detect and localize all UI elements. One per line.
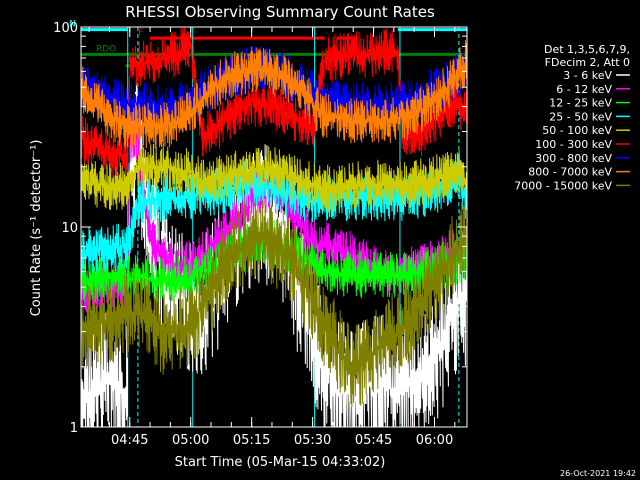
x-tick-label: 05:15: [233, 433, 270, 448]
x-tick-label: 05:30: [294, 433, 331, 448]
legend-entry-label: 800 - 7000 keV: [528, 166, 612, 179]
legend-header-line-2: FDecim 2, Att 0: [545, 56, 630, 69]
legend-entry-label: 12 - 25 keV: [549, 97, 612, 110]
legend-entry-label: 100 - 300 keV: [535, 138, 612, 151]
y-tick-label: 1: [70, 421, 78, 436]
legend-entry-label: 300 - 800 keV: [535, 152, 612, 165]
flag-label: N: [69, 20, 76, 30]
series-trace: [80, 197, 467, 407]
flag-label: F: [138, 28, 143, 38]
x-tick-label: 05:45: [355, 433, 392, 448]
y-axis-label: Count Rate (s⁻¹ detector⁻¹): [29, 140, 44, 317]
plot-timestamp: 26-Oct-2021 19:42: [560, 469, 636, 478]
series-trace: [80, 143, 467, 213]
x-tick-label: 04:45: [111, 433, 148, 448]
y-tick-label: 10: [61, 221, 78, 236]
series-layer: [80, 26, 467, 428]
flag-label: RDO: [96, 44, 116, 54]
legend-header-line-1: Det 1,3,5,6,7,9,: [544, 43, 630, 56]
legend-entry-label: 3 - 6 keV: [563, 69, 612, 82]
legend-entry-label: 50 - 100 keV: [542, 124, 612, 137]
axes: 1 10 100 04:45 05:00 05:15 05:30 05:45 06:00: [53, 21, 467, 448]
x-axis-label: Start Time (05-Mar-15 04:33:02): [175, 455, 386, 470]
legend-entry-label: 7000 - 15000 keV: [514, 179, 612, 192]
chart-title: RHESSI Observing Summary Count Rates: [125, 3, 435, 21]
series-trace: [80, 39, 467, 149]
series-trace: [80, 26, 467, 177]
x-tick-label: 06:00: [416, 433, 453, 448]
y-tick-label: 100: [53, 21, 78, 36]
legend-entry-label: 25 - 50 keV: [549, 110, 612, 123]
x-tick-label: 05:00: [172, 433, 209, 448]
legend-entry-label: 6 - 12 keV: [556, 83, 612, 96]
